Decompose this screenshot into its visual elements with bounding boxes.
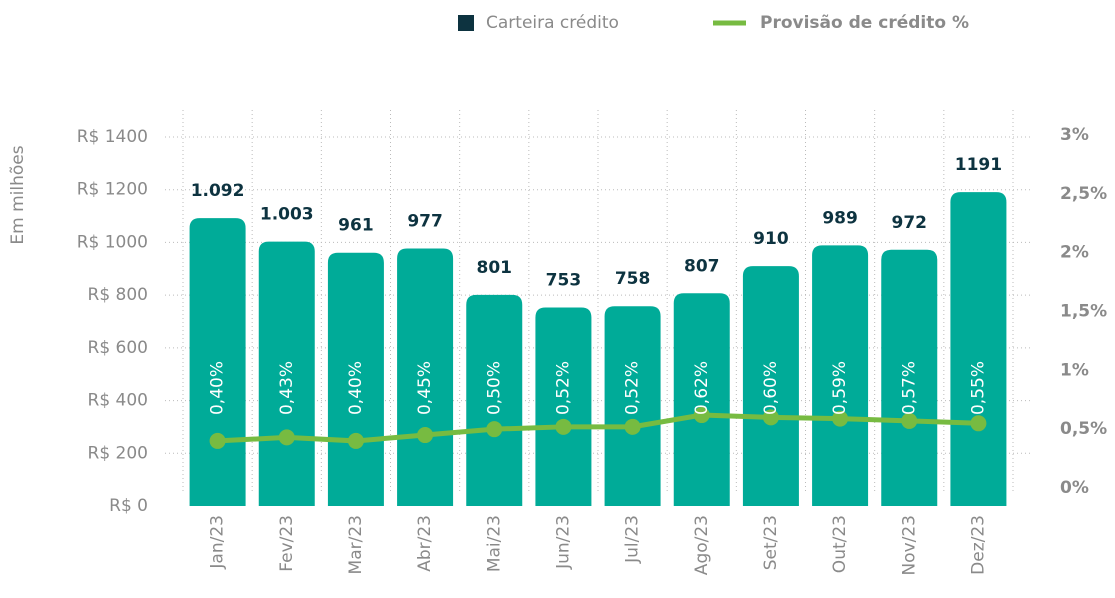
y-tick-label: R$ 0 — [109, 496, 148, 516]
x-tick-label: Set/23 — [761, 515, 781, 570]
bar — [535, 307, 592, 506]
x-tick-label: Jun/23 — [553, 515, 573, 570]
line-point — [693, 407, 710, 424]
legend-label: Provisão de crédito % — [760, 13, 969, 33]
x-tick-label: Mar/23 — [346, 515, 366, 574]
y-tick-label: R$ 600 — [88, 338, 148, 358]
line-value-label: 0,55% — [968, 361, 988, 415]
line-point — [901, 412, 918, 429]
bar-value-label: 758 — [615, 269, 651, 289]
bar — [673, 293, 730, 506]
y-tick-label: R$ 400 — [88, 391, 148, 411]
bar-value-label: 977 — [407, 211, 443, 231]
bar-value-label: 1.003 — [260, 205, 314, 225]
line-value-label: 0,57% — [899, 361, 919, 415]
x-tick-label: Out/23 — [830, 515, 850, 573]
line-value-label: 0,50% — [484, 361, 504, 415]
line-value-label: 0,45% — [415, 361, 435, 415]
y-tick-label: R$ 1000 — [77, 232, 148, 252]
y2-tick-label: 0,5% — [1060, 419, 1107, 439]
x-tick-label: Jan/23 — [208, 515, 228, 570]
line-value-label: 0,40% — [346, 361, 366, 415]
bar — [466, 294, 523, 506]
line-point — [624, 418, 641, 435]
x-tick-label: Abr/23 — [415, 515, 435, 572]
x-tick-label: Ago/23 — [692, 515, 712, 575]
bar-value-label: 910 — [753, 229, 789, 249]
bar — [604, 306, 661, 506]
y-axis-title: Em milhões — [8, 145, 28, 244]
x-tick-label: Jul/23 — [623, 515, 643, 564]
y2-tick-label: 2,5% — [1060, 184, 1107, 204]
line-value-label: 0,40% — [208, 361, 228, 415]
line-point — [278, 429, 295, 446]
y2-tick-label: 0% — [1060, 478, 1089, 498]
bar — [812, 245, 869, 506]
line-value-label: 0,43% — [277, 361, 297, 415]
line-value-label: 0,59% — [830, 361, 850, 415]
x-tick-label: Fev/23 — [277, 515, 297, 572]
bar-value-label: 961 — [338, 216, 374, 236]
y-tick-label: R$ 1200 — [77, 180, 148, 200]
line-point — [417, 427, 434, 444]
line-point — [555, 418, 572, 435]
bar-value-label: 1.092 — [191, 181, 245, 201]
line — [217, 412, 979, 444]
line-value-label: 0,60% — [761, 361, 781, 415]
bar — [189, 218, 246, 506]
bar-value-label: 801 — [477, 258, 513, 278]
line-point — [486, 421, 503, 438]
bar-value-label: 753 — [546, 271, 582, 291]
line-point — [209, 432, 226, 449]
line-value-label: 0,62% — [692, 361, 712, 415]
x-tick-label: Mai/23 — [484, 515, 504, 572]
line-value-label: 0,52% — [553, 361, 573, 415]
bar-value-label: 972 — [892, 213, 928, 233]
bar-value-label: 1191 — [955, 155, 1002, 175]
y2-tick-label: 3% — [1060, 125, 1089, 145]
y-tick-label: R$ 1400 — [77, 127, 148, 147]
y2-tick-label: 1,5% — [1060, 302, 1107, 322]
bar — [742, 266, 799, 506]
bar-value-label: 807 — [684, 256, 720, 276]
x-tick-label: Nov/23 — [899, 515, 919, 576]
legend-label: Carteira crédito — [486, 13, 619, 33]
bar — [950, 192, 1007, 506]
y-tick-label: R$ 800 — [88, 285, 148, 305]
y-tick-label: R$ 200 — [88, 443, 148, 463]
y2-tick-label: 1% — [1060, 360, 1089, 380]
bar — [397, 248, 454, 506]
line-value-label: 0,52% — [623, 361, 643, 415]
bar-value-label: 989 — [822, 208, 858, 228]
y2-tick-label: 2% — [1060, 243, 1089, 263]
line-point — [832, 410, 849, 427]
x-tick-label: Dez/23 — [968, 515, 988, 575]
bar — [881, 249, 938, 506]
line-point — [347, 432, 364, 449]
legend-swatch — [458, 15, 474, 31]
line-point — [970, 415, 987, 432]
line-point — [762, 409, 779, 426]
